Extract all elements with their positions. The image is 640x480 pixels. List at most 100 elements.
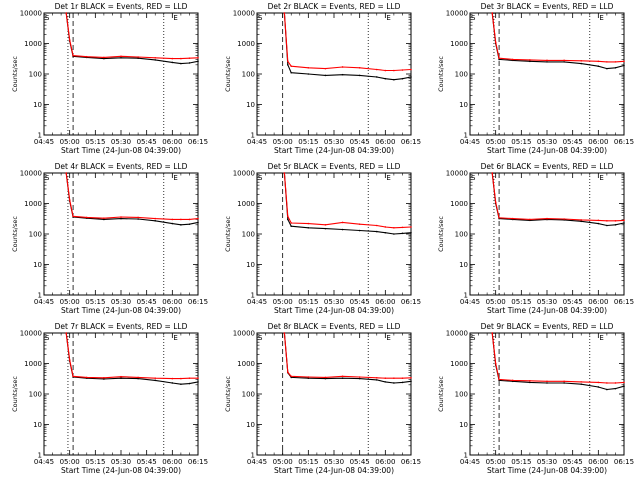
marker-S: S (45, 14, 50, 22)
x-tick-label: 05:30 (324, 298, 344, 306)
events-data-point (103, 378, 105, 380)
x-tick-label: 06:15 (188, 138, 208, 146)
plot-title: Det 5r BLACK = Events, RED = LLD (268, 162, 401, 171)
plot-svg: Det 1r BLACK = Events, RED = LLD 1 10 100 10… (11, 2, 208, 155)
x-tick-label: 06:00 (588, 298, 608, 306)
plot-frame (469, 172, 625, 296)
plot-title: Det 2r BLACK = Events, RED = LLD (268, 2, 401, 11)
lld-series-line (491, 12, 625, 63)
lld-data-point (120, 55, 122, 58)
x-tick-label: 06:15 (401, 138, 421, 146)
lld-data-point (137, 216, 139, 219)
y-tick-label: 10 (459, 261, 468, 269)
y-tick-label: 10000 (233, 170, 255, 178)
lld-data-point (65, 332, 68, 334)
lld-data-point (72, 375, 74, 378)
x-tick-label: 05:15 (511, 138, 531, 146)
x-axis-label: Start Time (24-Jun-08 04:39:00) (274, 146, 394, 155)
plot-svg: Det 4r BLACK = Events, RED = LLD 1 10 100 10… (11, 162, 208, 315)
lld-data-point (375, 224, 378, 227)
plot-frame (43, 12, 199, 136)
marker-S: S (471, 14, 476, 22)
events-series-line (283, 172, 412, 235)
events-data-point (324, 227, 327, 230)
events-data-point (287, 218, 289, 221)
lld-data-point (307, 376, 310, 378)
x-axis-label: Start Time (24-Jun-08 04:39:00) (274, 306, 394, 315)
marker-E: E (386, 174, 390, 182)
lld-data-point (494, 41, 497, 44)
detector-plot-7: Det 7r BLACK = Events, RED = LLD 1 10 100 10… (1, 320, 214, 480)
lld-data-point (171, 377, 174, 380)
y-tick-label: 100 (455, 231, 468, 239)
lld-series-line (65, 332, 198, 380)
events-data-point (597, 222, 600, 225)
y-tick-label: 10000 (20, 170, 42, 178)
marker-E: E (599, 14, 603, 22)
y-tick-label: 100 (29, 391, 42, 399)
x-tick-label: 04:45 (34, 298, 54, 306)
y-tick-label: 1 (38, 452, 42, 460)
y-tick-label: 10 (246, 421, 255, 429)
lld-data-point (606, 382, 608, 384)
plot-svg: Det 3r BLACK = Events, RED = LLD 1 10 100 10… (437, 2, 634, 155)
x-tick-label: 05:15 (511, 298, 531, 306)
y-axis-label: Counts/sec (224, 376, 232, 412)
events-data-point (606, 388, 608, 391)
y-tick-label: 10000 (446, 170, 468, 178)
lld-data-point (307, 222, 310, 225)
x-tick-label: 05:30 (537, 298, 557, 306)
x-tick-label: 05:45 (563, 138, 583, 146)
x-tick-label: 05:30 (111, 298, 131, 306)
lld-data-point (580, 381, 583, 383)
y-tick-label: 100 (455, 71, 468, 79)
events-data-point (393, 78, 395, 81)
lld-data-point (498, 378, 500, 381)
events-data-point (180, 383, 182, 385)
lld-data-point (68, 39, 71, 41)
x-tick-label: 04:45 (247, 298, 267, 306)
lld-data-point (358, 376, 361, 378)
plot-frame (256, 172, 412, 296)
events-data-point (375, 76, 378, 78)
y-tick-label: 10000 (233, 330, 255, 338)
lld-data-point (154, 217, 157, 220)
lld-data-point (375, 376, 378, 379)
events-data-point (623, 222, 625, 224)
events-data-point (137, 377, 139, 380)
y-tick-label: 1 (251, 292, 255, 300)
lld-data-point (546, 59, 548, 62)
events-data-point (137, 57, 139, 59)
y-tick-label: 10 (33, 101, 42, 109)
y-axis-label: Counts/sec (11, 56, 19, 92)
plot-frame (256, 332, 412, 456)
y-tick-label: 10000 (233, 10, 255, 18)
lld-data-point (529, 218, 531, 221)
lld-data-point (120, 216, 122, 218)
marker-E: E (386, 334, 390, 342)
lld-data-point (324, 67, 327, 70)
plot-frame (43, 172, 199, 296)
lld-data-point (137, 376, 139, 379)
lld-data-point (529, 380, 531, 382)
lld-data-point (498, 216, 500, 219)
x-tick-label: 06:00 (588, 458, 608, 466)
lld-data-point (85, 376, 88, 379)
x-tick-label: 05:00 (273, 458, 293, 466)
x-tick-label: 04:45 (460, 298, 480, 306)
events-data-point (384, 231, 387, 234)
events-data-point (171, 382, 174, 384)
x-tick-label: 05:15 (85, 138, 105, 146)
y-tick-label: 10 (246, 101, 255, 109)
x-tick-label: 05:30 (537, 138, 557, 146)
events-data-point (410, 76, 412, 78)
plot-svg: Det 2r BLACK = Events, RED = LLD 1 10 100 10… (224, 2, 421, 155)
lld-data-point (287, 215, 289, 218)
lld-data-point (623, 60, 625, 63)
plot-svg: Det 6r BLACK = Events, RED = LLD 1 10 100 10… (437, 162, 634, 315)
lld-data-point (287, 371, 289, 373)
x-tick-label: 06:15 (188, 458, 208, 466)
y-tick-label: 10000 (446, 10, 468, 18)
y-tick-label: 10 (459, 101, 468, 109)
lld-data-point (103, 376, 105, 379)
